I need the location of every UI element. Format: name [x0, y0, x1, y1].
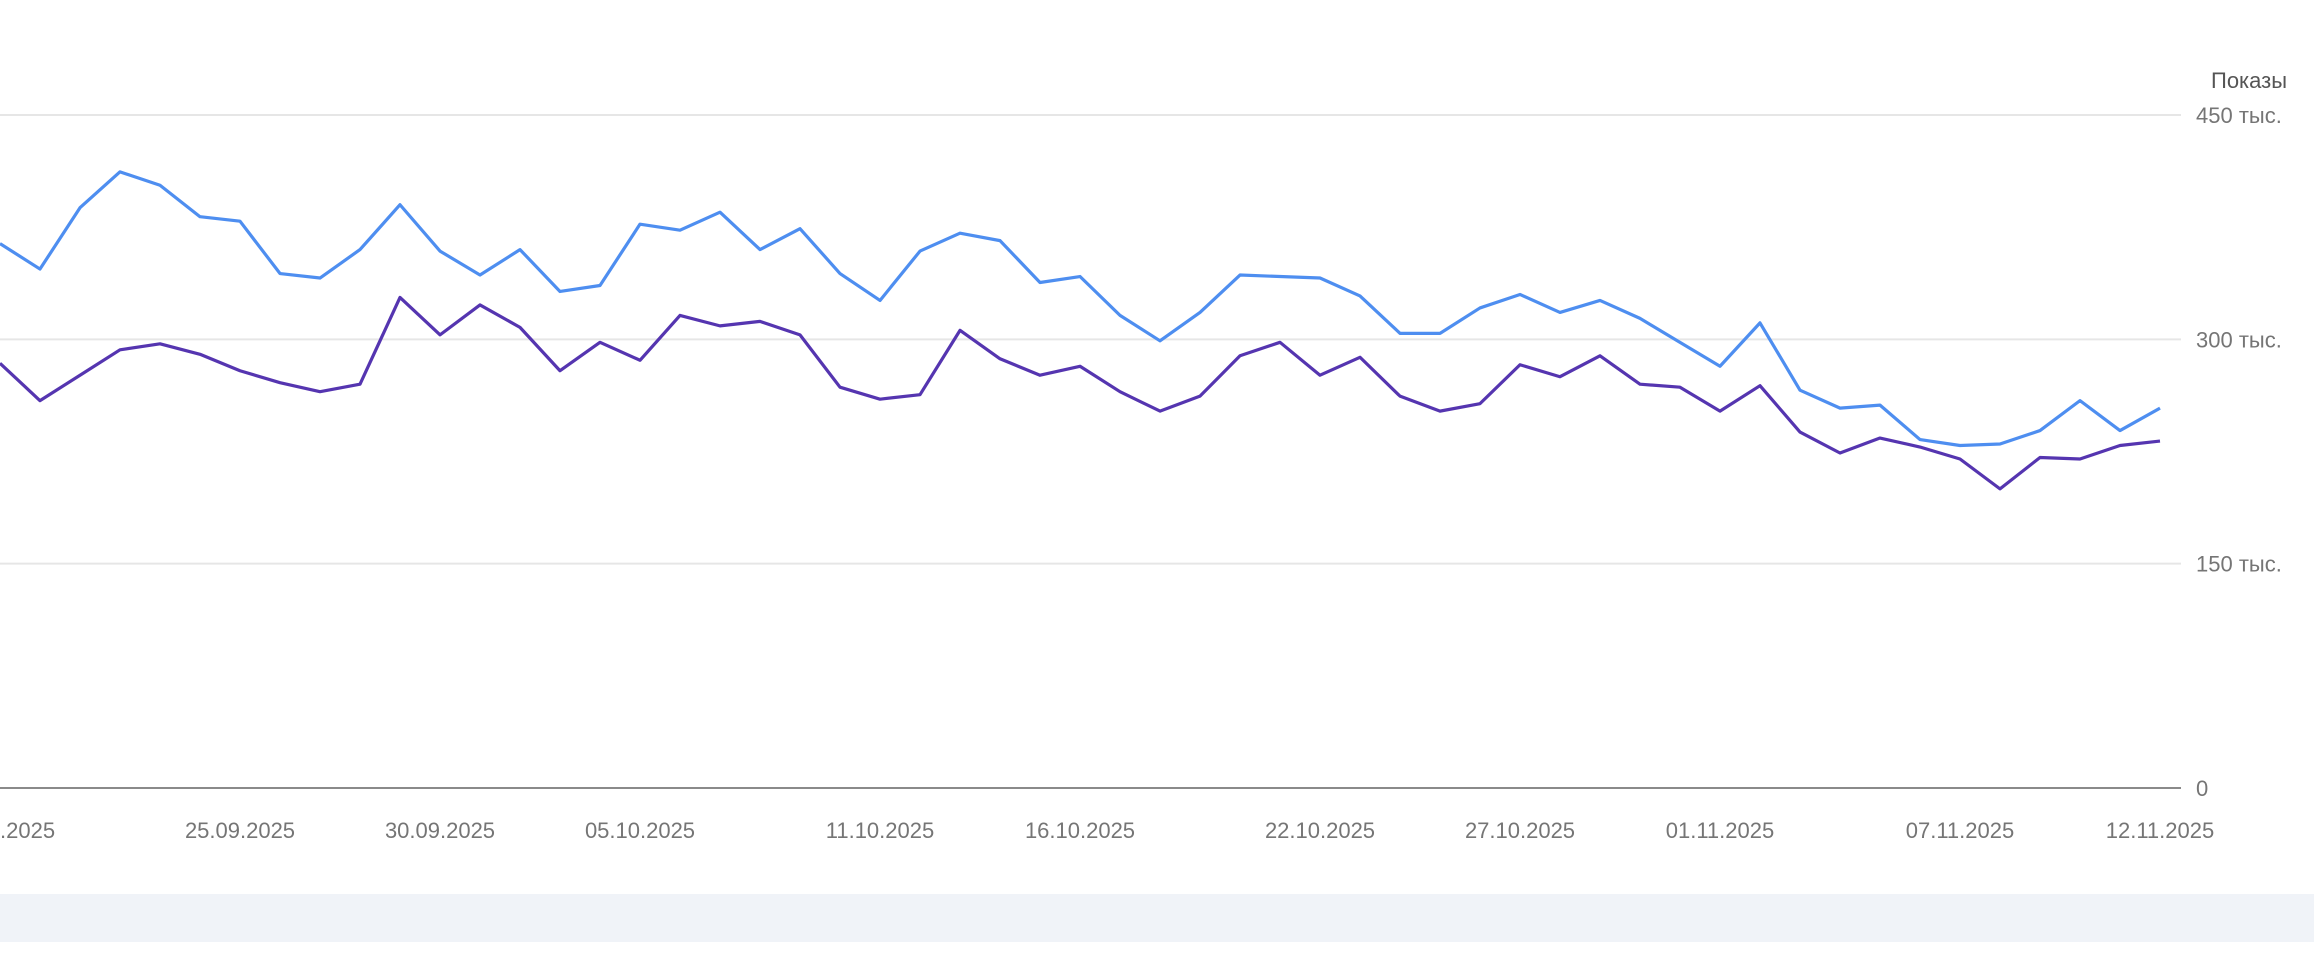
- x-tick-label: 07.11.2025: [1906, 818, 2014, 843]
- x-tick-label: 12.11.2025: [2106, 818, 2214, 843]
- x-tick-label: 22.10.2025: [1265, 818, 1375, 843]
- y-axis-label: Показы: [2211, 68, 2287, 93]
- series-lines: [0, 170, 2161, 491]
- x-tick-label: 01.11.2025: [1666, 818, 1774, 843]
- gridlines: [0, 114, 2181, 789]
- x-tick-label: 27.10.2025: [1465, 818, 1575, 843]
- series-line-1: [0, 170, 2161, 448]
- x-tick-label: 05.10.2025: [585, 818, 695, 843]
- bottom-scroll-band: [0, 894, 2314, 942]
- x-axis-ticks: 19.09.2025 25.09.2025 30.09.2025 05.10.2025…: [0, 818, 2214, 843]
- x-tick-label: 30.09.2025: [385, 818, 495, 843]
- y-tick-label: 150 тыс.: [2196, 552, 2282, 577]
- series-line-2: [0, 295, 2161, 491]
- y-axis-ticks: 0 150 тыс. 300 тыс. 450 тыс.: [2196, 103, 2282, 801]
- y-tick-label: 0: [2196, 776, 2208, 801]
- y-tick-label: 300 тыс.: [2196, 327, 2282, 352]
- x-tick-label: 16.10.2025: [1025, 818, 1135, 843]
- x-tick-label: 25.09.2025: [185, 818, 295, 843]
- x-tick-label: 11.10.2025: [826, 818, 934, 843]
- x-tick-label: 19.09.2025: [0, 818, 55, 843]
- y-tick-label: 450 тыс.: [2196, 103, 2282, 128]
